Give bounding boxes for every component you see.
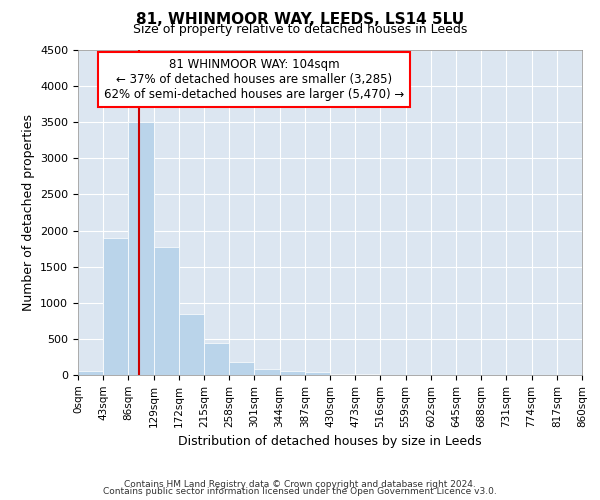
Text: Size of property relative to detached houses in Leeds: Size of property relative to detached ho… <box>133 22 467 36</box>
Bar <box>128 122 154 375</box>
Bar <box>305 372 330 375</box>
Text: Contains HM Land Registry data © Crown copyright and database right 2024.: Contains HM Land Registry data © Crown c… <box>124 480 476 489</box>
X-axis label: Distribution of detached houses by size in Leeds: Distribution of detached houses by size … <box>178 435 482 448</box>
Bar <box>330 374 355 375</box>
Bar <box>204 342 229 375</box>
Bar <box>229 362 254 375</box>
Bar <box>280 370 305 375</box>
Bar <box>254 368 280 375</box>
Bar <box>154 247 179 375</box>
Y-axis label: Number of detached properties: Number of detached properties <box>22 114 35 311</box>
Text: Contains public sector information licensed under the Open Government Licence v3: Contains public sector information licen… <box>103 487 497 496</box>
Text: 81 WHINMOOR WAY: 104sqm
← 37% of detached houses are smaller (3,285)
62% of semi: 81 WHINMOOR WAY: 104sqm ← 37% of detache… <box>104 58 404 101</box>
Text: 81, WHINMOOR WAY, LEEDS, LS14 5LU: 81, WHINMOOR WAY, LEEDS, LS14 5LU <box>136 12 464 28</box>
Bar <box>103 238 128 375</box>
Bar <box>355 374 380 375</box>
Bar <box>78 371 103 375</box>
Bar <box>179 314 204 375</box>
